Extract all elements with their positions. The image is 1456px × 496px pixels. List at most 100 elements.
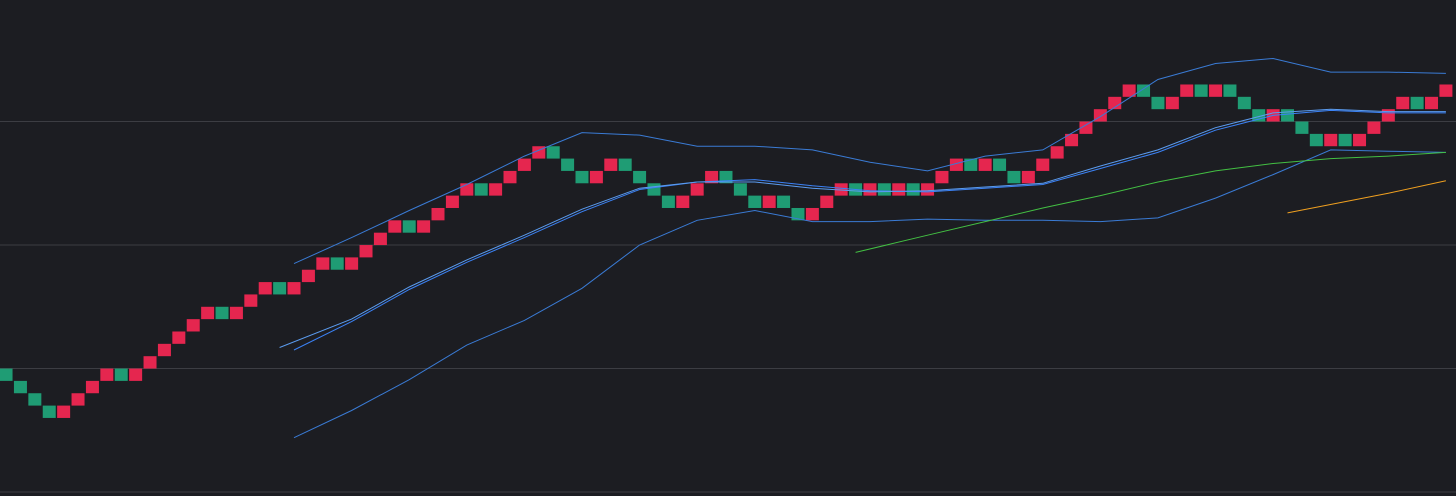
brick: [1237, 96, 1251, 110]
brick: [777, 195, 791, 208]
brick: [42, 405, 56, 418]
brick: [892, 183, 906, 196]
indicator-line: [293, 149, 1446, 439]
brick: [1165, 96, 1179, 110]
brick: [85, 380, 99, 394]
brick: [287, 282, 301, 295]
brick: [100, 368, 114, 381]
brick: [964, 158, 978, 171]
indicator-line: [855, 151, 1446, 253]
brick: [575, 170, 589, 184]
brick: [1108, 96, 1122, 110]
indicator-line: [293, 109, 1446, 351]
brick: [921, 183, 935, 196]
brick: [805, 207, 819, 221]
brick: [1223, 84, 1237, 97]
brick: [28, 393, 42, 406]
brick: [172, 331, 186, 344]
brick: [157, 343, 171, 357]
brick: [949, 158, 963, 171]
brick: [589, 170, 603, 184]
brick: [762, 195, 776, 208]
brick: [316, 257, 330, 270]
brick: [1439, 84, 1453, 97]
brick: [993, 158, 1007, 171]
brick: [604, 158, 618, 171]
brick: [0, 368, 13, 381]
brick: [1151, 96, 1165, 110]
brick: [690, 183, 704, 196]
brick: [489, 183, 503, 196]
brick: [201, 306, 215, 320]
brick: [1050, 146, 1064, 159]
brick: [1425, 96, 1439, 110]
brick: [330, 257, 344, 270]
brick: [1396, 96, 1410, 110]
brick: [359, 245, 373, 258]
brick: [1338, 133, 1352, 147]
brick: [1281, 109, 1295, 122]
brick: [978, 158, 992, 171]
brick: [445, 195, 459, 208]
brick: [633, 170, 647, 184]
brick: [503, 170, 517, 184]
brick: [863, 183, 877, 196]
brick: [345, 257, 359, 270]
brick: [1036, 158, 1050, 171]
brick: [1065, 133, 1079, 147]
brick: [1309, 133, 1323, 147]
indicator-line: [293, 57, 1446, 265]
brick: [229, 306, 243, 320]
brick: [71, 393, 85, 406]
brick: [215, 306, 229, 320]
brick: [388, 220, 402, 233]
brick: [417, 220, 431, 233]
brick: [244, 294, 258, 307]
brick: [258, 282, 272, 295]
brick: [1194, 84, 1208, 97]
brick: [474, 183, 488, 196]
brick: [1021, 170, 1035, 184]
brick: [301, 269, 315, 283]
brick: [431, 207, 445, 221]
brick: [129, 368, 143, 381]
brick: [906, 183, 920, 196]
brick: [57, 405, 71, 418]
brick: [647, 183, 661, 196]
brick: [402, 220, 416, 233]
brick: [1209, 84, 1223, 97]
brick: [373, 232, 387, 246]
brick: [748, 195, 762, 208]
brick: [1410, 96, 1424, 110]
brick: [1353, 133, 1367, 147]
brick: [561, 158, 575, 171]
brick: [1122, 84, 1136, 97]
brick: [1007, 170, 1021, 184]
brick: [1079, 121, 1093, 134]
indicator-line: [1287, 180, 1447, 214]
brick: [1324, 133, 1338, 147]
brick: [143, 356, 157, 369]
brick: [186, 319, 200, 332]
brick: [877, 183, 891, 196]
brick: [1367, 121, 1381, 134]
brick: [676, 195, 690, 208]
brick: [114, 368, 128, 381]
brick: [1137, 84, 1151, 97]
brick: [460, 183, 474, 196]
brick: [273, 282, 287, 295]
brick: [1180, 84, 1194, 97]
brick: [618, 158, 632, 171]
brick: [546, 146, 560, 159]
brick: [733, 183, 747, 196]
brick: [834, 183, 848, 196]
brick: [661, 195, 675, 208]
brick: [935, 170, 949, 184]
indicator-line: [279, 108, 1446, 348]
brick: [1295, 121, 1309, 134]
brick: [791, 207, 805, 221]
brick: [820, 195, 834, 208]
brick: [705, 170, 719, 184]
